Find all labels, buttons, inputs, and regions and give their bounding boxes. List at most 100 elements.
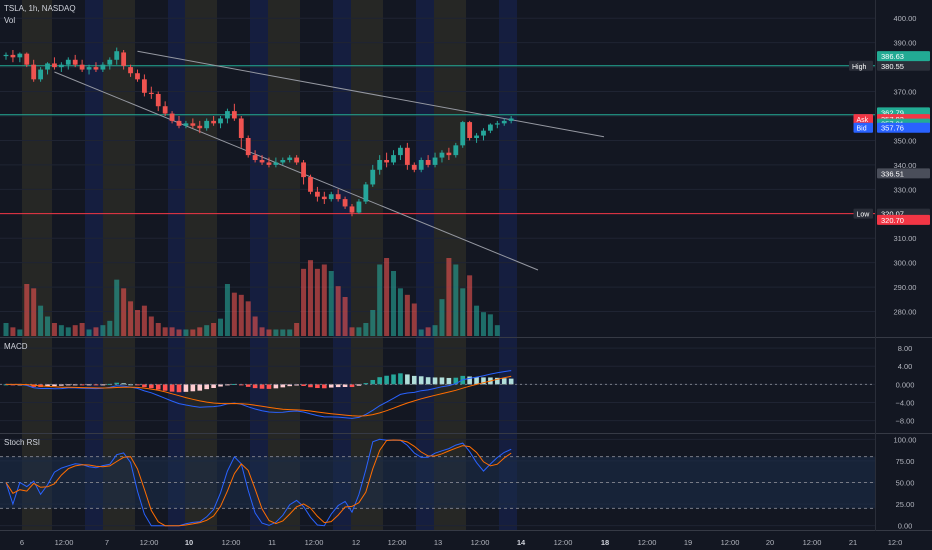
macd-histogram-bar-9 bbox=[65, 384, 71, 386]
candle-body-69 bbox=[481, 130, 486, 136]
candle-body-51 bbox=[356, 201, 362, 213]
price-tick-6: 340.00 bbox=[894, 161, 917, 170]
candle-body-72 bbox=[501, 120, 507, 124]
volume-bar-47 bbox=[328, 271, 334, 336]
price-tick-12: 400.00 bbox=[894, 14, 917, 23]
candle-body-35 bbox=[245, 138, 251, 156]
macd-histogram-bar-47 bbox=[328, 384, 334, 388]
macd-histogram-bar-65 bbox=[453, 377, 459, 385]
macd-histogram-bar-45 bbox=[315, 384, 320, 389]
candle-body-8 bbox=[58, 64, 64, 68]
price-tick-9: 370.00 bbox=[894, 88, 917, 97]
candle-body-15 bbox=[107, 59, 113, 65]
macd-histogram-bar-60 bbox=[418, 376, 424, 385]
macd-histogram-bar-35 bbox=[245, 384, 251, 387]
macd-histogram-bar-64 bbox=[446, 377, 452, 385]
price-tick-0: 280.00 bbox=[894, 308, 917, 317]
price-tick-2: 300.00 bbox=[894, 259, 917, 268]
low-level-name-bg bbox=[853, 208, 873, 219]
volume-bar-23 bbox=[162, 327, 168, 336]
macd-histogram-bar-19 bbox=[135, 384, 140, 386]
macd-histogram-bar-26 bbox=[183, 384, 189, 392]
candle-body-0 bbox=[3, 54, 9, 57]
candle-body-26 bbox=[183, 123, 189, 126]
macd-histogram-bar-32 bbox=[225, 384, 230, 386]
candle-body-41 bbox=[287, 157, 293, 160]
macd-histogram-bar-16 bbox=[114, 382, 120, 385]
volume-bar-54 bbox=[377, 264, 383, 336]
candle-body-34 bbox=[238, 118, 244, 138]
candle-body-44 bbox=[308, 177, 313, 192]
volume-bar-21 bbox=[148, 316, 154, 336]
macd-histogram-bar-43 bbox=[301, 384, 306, 387]
volume-bar-3 bbox=[24, 284, 30, 336]
price-label-0-bg bbox=[877, 51, 930, 62]
macd-histogram-bar-58 bbox=[405, 374, 410, 385]
volume-bar-28 bbox=[197, 327, 203, 336]
volume-bar-36 bbox=[252, 316, 258, 336]
session-band-9 bbox=[416, 0, 434, 530]
candle-body-50 bbox=[349, 206, 355, 213]
time-tick-14: 18 bbox=[601, 538, 609, 547]
low-level-price: 320.07 bbox=[881, 210, 904, 219]
price-label-4: 357.76 bbox=[881, 124, 904, 133]
macd-histogram-bar-51 bbox=[356, 384, 362, 386]
macd-histogram-bar-12 bbox=[86, 384, 92, 386]
candle-body-37 bbox=[259, 160, 265, 163]
candle-body-19 bbox=[135, 73, 140, 80]
macd-histogram-bar-29 bbox=[204, 384, 209, 390]
volume-bar-19 bbox=[134, 310, 140, 336]
candle-body-38 bbox=[266, 162, 272, 165]
volume-bar-51 bbox=[356, 327, 362, 336]
volume-bar-32 bbox=[224, 284, 230, 336]
candle-body-65 bbox=[453, 145, 459, 156]
time-tick-9: 12:00 bbox=[388, 538, 407, 547]
volume-bar-50 bbox=[349, 327, 355, 336]
volume-bar-53 bbox=[370, 310, 376, 336]
time-tick-6: 11 bbox=[268, 538, 276, 547]
volume-bar-20 bbox=[141, 305, 147, 336]
volume-bar-22 bbox=[155, 323, 161, 336]
candle-body-17 bbox=[121, 52, 127, 66]
candle-body-7 bbox=[52, 63, 57, 68]
time-tick-2: 7 bbox=[105, 538, 109, 547]
candle-body-33 bbox=[231, 111, 237, 119]
candle-body-5 bbox=[38, 69, 43, 80]
stoch-d-line bbox=[5, 439, 512, 527]
volume-bar-14 bbox=[100, 325, 106, 336]
macd-histogram-bar-21 bbox=[149, 384, 154, 389]
time-tick-7: 12:00 bbox=[305, 538, 324, 547]
price-label-0: 386.63 bbox=[881, 52, 904, 61]
volume-bar-39 bbox=[273, 329, 279, 336]
candle-body-12 bbox=[86, 67, 92, 70]
candle-body-56 bbox=[391, 155, 396, 163]
price-tick-11: 390.00 bbox=[894, 39, 917, 48]
candle-body-66 bbox=[460, 122, 466, 146]
macd-histogram-bar-8 bbox=[59, 384, 64, 386]
candle-body-42 bbox=[294, 157, 300, 163]
stoch-rsi-pane-label: Stoch RSI bbox=[4, 438, 41, 447]
volume-bar-17 bbox=[121, 288, 127, 336]
macd-histogram-bar-46 bbox=[322, 384, 327, 389]
volume-bar-37 bbox=[259, 327, 265, 336]
time-tick-13: 12:00 bbox=[554, 538, 573, 547]
macd-tick-2: 0.000 bbox=[896, 380, 915, 389]
time-tick-18: 20 bbox=[766, 538, 774, 547]
macd-histogram-bar-72 bbox=[501, 378, 507, 385]
macd-histogram-bar-31 bbox=[218, 384, 223, 387]
macd-histogram-bar-62 bbox=[432, 377, 438, 385]
stoch-tick-4: 0.00 bbox=[898, 522, 913, 531]
candle-body-25 bbox=[176, 120, 182, 126]
trendline-lower bbox=[54, 71, 539, 271]
macd-histogram-bar-67 bbox=[467, 376, 472, 385]
time-tick-11: 12:00 bbox=[471, 538, 490, 547]
price-label-5: 336.51 bbox=[881, 169, 904, 178]
candle-body-30 bbox=[211, 120, 216, 124]
time-tick-16: 19 bbox=[684, 538, 692, 547]
time-tick-21: 12:0 bbox=[888, 538, 903, 547]
candle-body-54 bbox=[377, 160, 383, 170]
price-label-6-bg bbox=[877, 214, 930, 225]
macd-histogram-bar-37 bbox=[259, 384, 265, 389]
volume-bar-33 bbox=[231, 292, 237, 336]
